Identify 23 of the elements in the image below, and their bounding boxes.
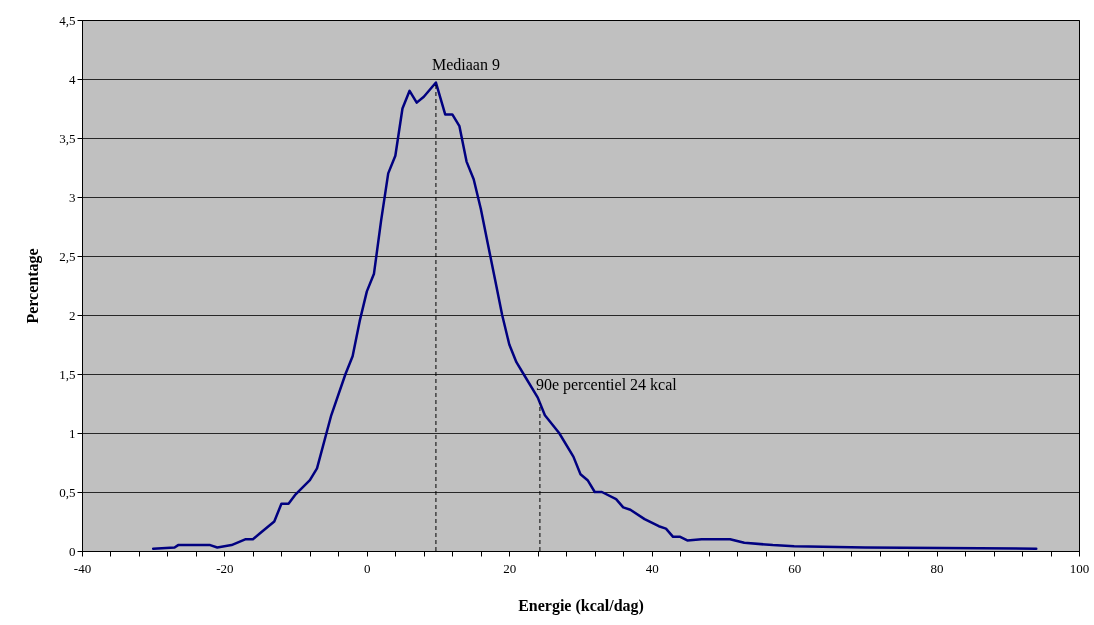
y-tick-label: 1 [69, 425, 76, 441]
x-tick-label: 0 [364, 560, 371, 576]
ref-line-label: Mediaan 9 [431, 55, 500, 73]
y-tick-label: 4 [69, 71, 76, 87]
x-tick-label: 80 [930, 560, 944, 576]
y-tick-label: 2 [69, 307, 76, 323]
y-tick-label: 4,5 [59, 12, 76, 28]
x-axis-title: Energie (kcal/dag) [518, 596, 644, 615]
x-tick-label: 20 [503, 560, 517, 576]
x-tick-label: -40 [73, 560, 92, 576]
y-tick-label: 1,5 [59, 366, 76, 382]
y-tick-label: 2,5 [59, 248, 76, 264]
y-tick-label: 0 [69, 543, 76, 559]
y-axis-title: Percentage [24, 248, 43, 324]
line-series [151, 81, 1038, 550]
x-tick-label: 60 [788, 560, 802, 576]
ref-line-label: 90e percentiel 24 kcal [535, 375, 678, 394]
x-tick-label: -20 [216, 560, 234, 576]
x-tick-label: 40 [645, 560, 659, 576]
y-tick-label: 0,5 [59, 484, 76, 500]
x-tick-label: 100 [1069, 560, 1090, 576]
y-tick-label: 3 [69, 189, 76, 205]
y-tick-label: 3,5 [59, 130, 76, 146]
